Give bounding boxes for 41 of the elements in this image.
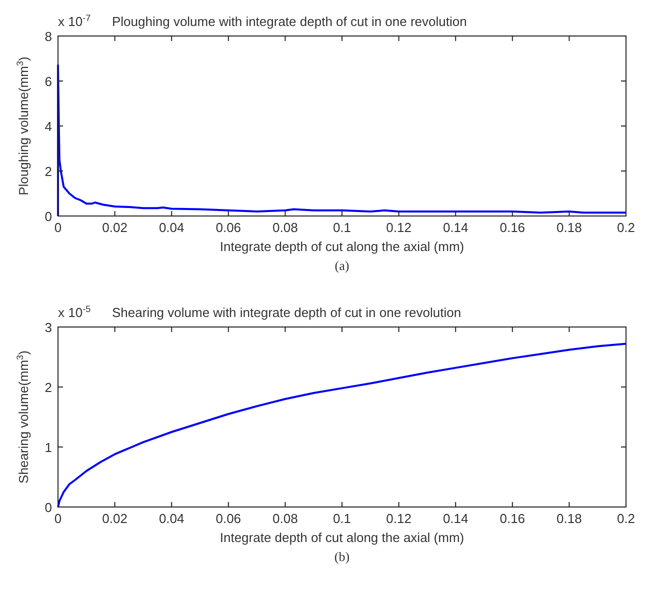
text: (b)	[334, 549, 350, 564]
chart-title: Ploughing volume with integrate depth of cut in one revolution	[112, 14, 467, 29]
x-tick-label: 0.08	[272, 220, 298, 235]
y-tick-label: 2	[44, 380, 52, 395]
y-tick-label: 4	[44, 119, 52, 134]
x-tick-label: 0.08	[272, 511, 298, 526]
text: (a)	[334, 258, 350, 273]
x-tick-label: 0.14	[442, 511, 468, 526]
x-tick-label: 0.18	[556, 220, 582, 235]
x-tick-label: 0.06	[216, 220, 242, 235]
x-tick-label: 0.02	[102, 511, 128, 526]
x-tick-label: 0.2	[616, 220, 636, 235]
y-tick-label: 0	[44, 209, 52, 224]
x-tick-label: 0.04	[158, 511, 184, 526]
text: x 10$^{-5}$	[58, 304, 91, 320]
line-series	[57, 342, 627, 508]
x-tick-label: 0.02	[102, 220, 128, 235]
y-tick-label: 2	[44, 164, 52, 179]
x-tick-label: 0.18	[556, 511, 582, 526]
y-tick-label: 8	[44, 29, 52, 44]
x-tick-label: 0.1	[332, 220, 352, 235]
x-tick-label: 0	[54, 511, 62, 526]
x-tick-label: 0.12	[386, 511, 412, 526]
x-tick-label: 0.1	[332, 511, 352, 526]
x-tick-label: 0.16	[500, 511, 526, 526]
chart-title: Shearing volume with integrate depth of cut in one revolution	[112, 305, 462, 320]
x-axis-title: Integrate depth of cut along the axial (mm)	[220, 239, 464, 254]
y-tick-label: 0	[44, 500, 52, 515]
x-tick-label: 0.04	[158, 220, 184, 235]
text: x 10$^{-7}$	[58, 13, 91, 29]
x-axis-title: Integrate depth of cut along the axial (mm)	[220, 530, 464, 545]
x-tick-label: 0.06	[216, 511, 242, 526]
x-tick-label: 0.16	[500, 220, 526, 235]
x-tick-label: 0.14	[442, 220, 468, 235]
y-tick-label: 1	[44, 440, 52, 455]
line-series	[57, 64, 627, 217]
x-tick-label: 0.12	[386, 220, 412, 235]
x-tick-label: 0.2	[616, 511, 636, 526]
x-tick-label: 0	[54, 220, 62, 235]
y-tick-label: 3	[44, 320, 52, 335]
y-tick-label: 6	[44, 74, 52, 89]
